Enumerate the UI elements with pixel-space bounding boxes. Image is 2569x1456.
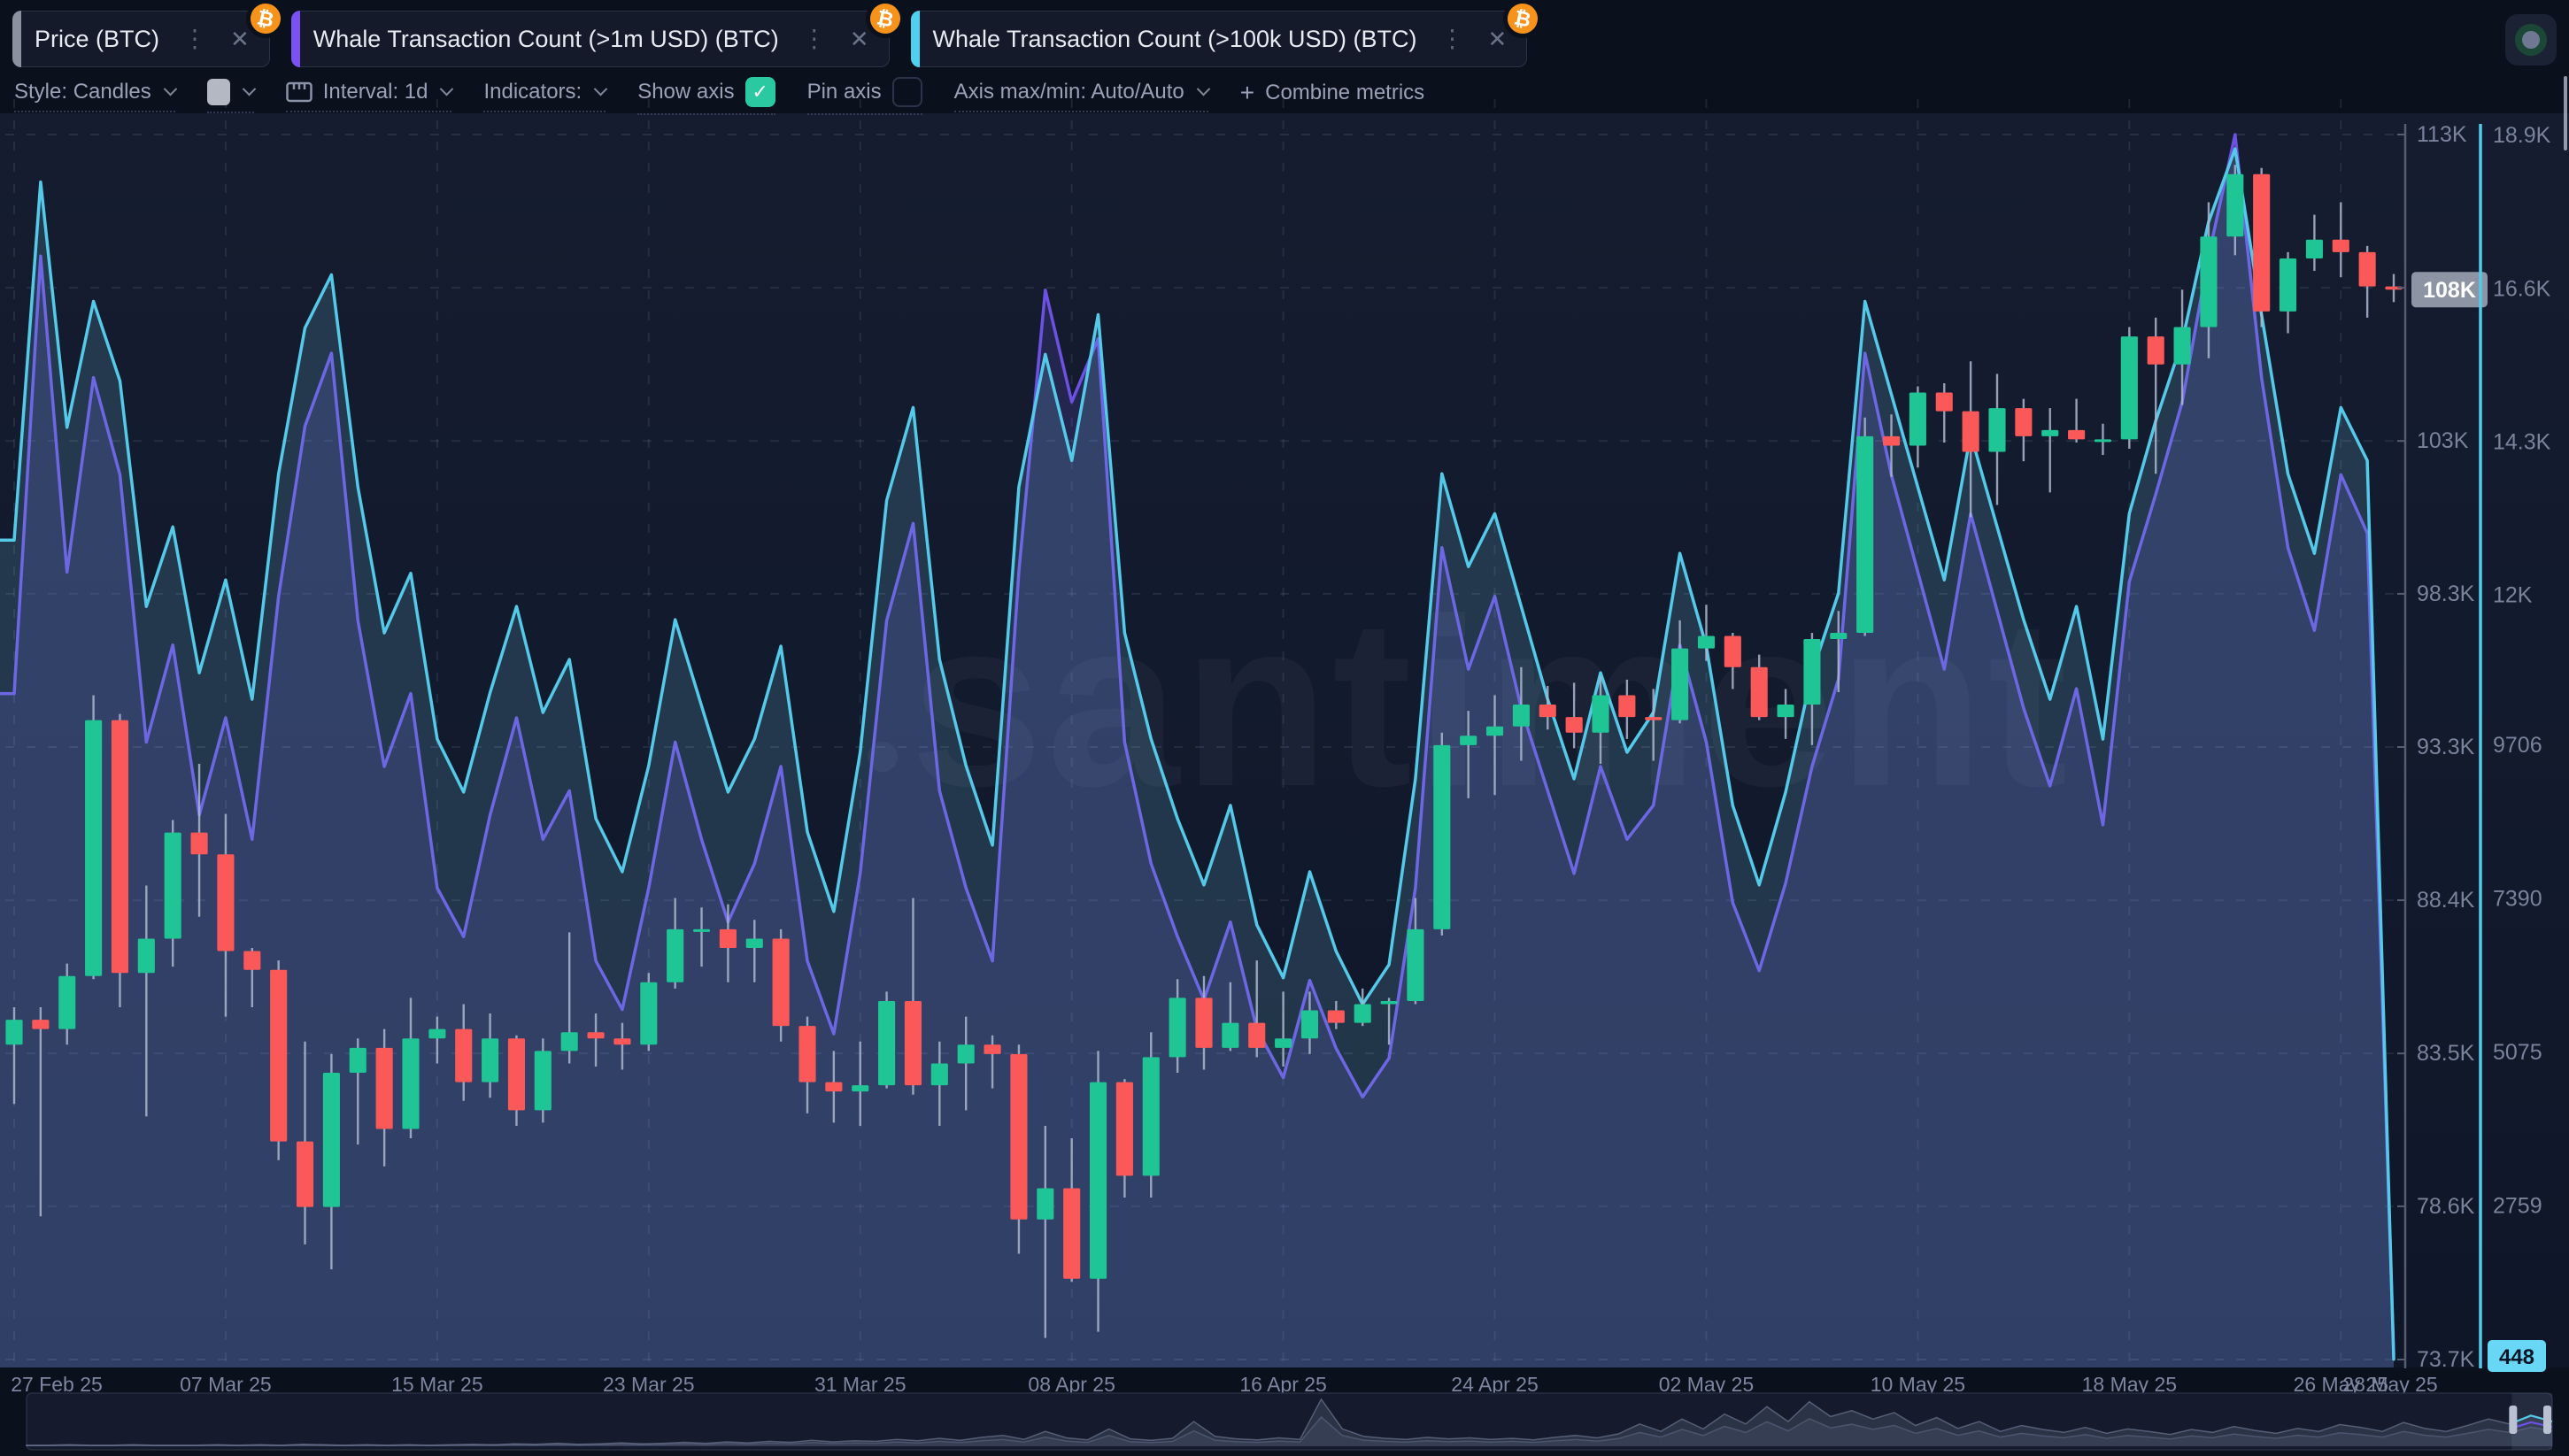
date-axis-label: 07 Mar 25 bbox=[180, 1373, 272, 1396]
tab-label: Whale Transaction Count (>1m USD) (BTC) bbox=[312, 25, 779, 52]
color-swatch[interactable] bbox=[206, 78, 230, 105]
interval-label: Interval: 1d bbox=[322, 79, 428, 104]
whale-axis-label: 16.6K bbox=[2493, 276, 2551, 301]
date-axis-label: 27 Feb 25 bbox=[11, 1373, 103, 1396]
whale-axis-label: 2759 bbox=[2493, 1194, 2542, 1219]
check-icon: ✓ bbox=[752, 80, 768, 103]
chevron-down-icon bbox=[163, 81, 178, 96]
ring-icon bbox=[2515, 24, 2547, 56]
whale-axis-label: 12K bbox=[2493, 582, 2533, 607]
date-axis-label: 28 May 25 bbox=[2342, 1373, 2437, 1396]
chevron-down-icon bbox=[1196, 81, 1211, 96]
whale-axis-label: 9706 bbox=[2493, 733, 2542, 758]
price-axis-label: 83.5K bbox=[2417, 1041, 2475, 1066]
pin-axis-toggle[interactable]: Pin axis bbox=[806, 76, 922, 115]
whale-axis-label: 7390 bbox=[2493, 887, 2542, 912]
current-whale-badge-label: 448 bbox=[2499, 1345, 2534, 1369]
tab-accent-bar bbox=[910, 11, 920, 67]
kebab-menu-icon[interactable]: ⋮ bbox=[801, 25, 827, 52]
date-axis-label: 15 Mar 25 bbox=[391, 1373, 483, 1396]
date-axis-label: 08 Apr 25 bbox=[1028, 1373, 1115, 1396]
indicators-label: Indicators: bbox=[483, 79, 582, 104]
minimap-brush[interactable] bbox=[26, 1392, 2553, 1451]
tab-accent-bar bbox=[12, 11, 21, 67]
current-price-badge bbox=[2411, 272, 2488, 308]
price-axis-label: 103K bbox=[2417, 428, 2469, 453]
axis-maxmin-label: Axis max/min: Auto/Auto bbox=[953, 79, 1184, 104]
tab-label: Price (BTC) bbox=[35, 25, 159, 52]
close-icon[interactable]: ✕ bbox=[230, 26, 250, 52]
price-axis[interactable]: 113K 108K 103K 98.3K 93.3K 88.4K 83.5K 78.6K 73.… bbox=[2397, 122, 2488, 1372]
header-bar: Price (BTC) ⋮ ✕ ₿ Whale Transaction Coun… bbox=[0, 0, 2569, 113]
chart-toolbar: Style: Candles Interval: 1d Indicators: … bbox=[14, 76, 1424, 115]
minimap-handle-left[interactable] bbox=[2509, 1406, 2518, 1434]
tab-price-btc[interactable]: Price (BTC) ⋮ ✕ ₿ bbox=[12, 0, 289, 67]
color-picker[interactable] bbox=[206, 78, 257, 113]
close-icon[interactable]: ✕ bbox=[1487, 26, 1508, 52]
whale-axis-label: 18.9K bbox=[2493, 123, 2551, 148]
metric-tabbar: Price (BTC) ⋮ ✕ ₿ Whale Transaction Coun… bbox=[12, 0, 1547, 67]
price-axis-label: 113K bbox=[2417, 122, 2467, 147]
combine-metrics-label: Combine metrics bbox=[1265, 80, 1425, 104]
kebab-menu-icon[interactable]: ⋮ bbox=[182, 25, 207, 52]
interval-dropdown[interactable]: Interval: 1d bbox=[285, 79, 454, 112]
date-axis-label: 31 Mar 25 bbox=[814, 1373, 906, 1396]
whale-axis-label: 14.3K bbox=[2493, 429, 2551, 454]
price-axis-label: 73.7K bbox=[2417, 1347, 2475, 1372]
indicators-dropdown[interactable]: Indicators: bbox=[483, 79, 608, 112]
close-icon[interactable]: ✕ bbox=[849, 26, 869, 52]
price-axis-label: 93.3K bbox=[2417, 735, 2475, 759]
ruler-icon bbox=[286, 81, 312, 102]
whale-axis[interactable]: 18.9K 16.6K 14.3K 12K 9706 7390 5075 2759 448 bbox=[2479, 123, 2551, 1372]
candlestick-series bbox=[5, 165, 2403, 1338]
show-axis-checkbox[interactable]: ✓ bbox=[744, 76, 775, 107]
current-price-badge-label: 108K bbox=[2423, 278, 2476, 303]
date-axis-label: 26 May 25 bbox=[2294, 1373, 2388, 1396]
pin-axis-label: Pin axis bbox=[806, 79, 882, 104]
chevron-down-icon bbox=[242, 81, 257, 96]
minimap-handle-right[interactable] bbox=[2543, 1406, 2551, 1434]
whale-1m-area-series bbox=[0, 133, 2395, 1367]
style-label: Style: Candles bbox=[14, 79, 151, 104]
combine-metrics-button[interactable]: + Combine metrics bbox=[1240, 79, 1424, 113]
current-whale-badge bbox=[2488, 1340, 2546, 1372]
whale-100k-area-series bbox=[0, 147, 2395, 1368]
kebab-menu-icon[interactable]: ⋮ bbox=[1439, 25, 1465, 52]
price-axis-label: 78.6K bbox=[2417, 1194, 2475, 1219]
date-axis: 27 Feb 25 07 Mar 25 15 Mar 25 23 Mar 25 31 M… bbox=[11, 1373, 2438, 1396]
chart-plot-background bbox=[0, 113, 2569, 1367]
axis-maxmin-dropdown[interactable]: Axis max/min: Auto/Auto bbox=[953, 79, 1211, 112]
tab-label: Whale Transaction Count (>100k USD) (BTC… bbox=[932, 25, 1417, 52]
date-axis-label: 23 Mar 25 bbox=[603, 1373, 695, 1396]
price-axis-label: 88.4K bbox=[2417, 888, 2475, 913]
pin-axis-checkbox[interactable] bbox=[891, 76, 922, 107]
scrollbar-thumb[interactable] bbox=[2564, 76, 2567, 150]
date-axis-label: 02 May 25 bbox=[1659, 1373, 1754, 1396]
show-axis-label: Show axis bbox=[637, 79, 735, 104]
date-axis-label: 10 May 25 bbox=[1871, 1373, 1965, 1396]
chevron-down-icon bbox=[593, 81, 608, 96]
whale-axis-label: 5075 bbox=[2493, 1040, 2542, 1065]
price-axis-label: 98.3K bbox=[2417, 582, 2475, 606]
plus-icon: + bbox=[1239, 78, 1255, 106]
style-dropdown[interactable]: Style: Candles bbox=[14, 79, 178, 112]
tab-whale-1m[interactable]: Whale Transaction Count (>1m USD) (BTC) … bbox=[290, 0, 908, 67]
show-axis-toggle[interactable]: Show axis ✓ bbox=[637, 76, 775, 115]
status-indicator-button[interactable] bbox=[2505, 14, 2557, 65]
chevron-down-icon bbox=[440, 81, 454, 96]
tab-accent-bar bbox=[290, 11, 300, 67]
date-axis-label: 24 Apr 25 bbox=[1451, 1373, 1538, 1396]
date-axis-label: 16 Apr 25 bbox=[1239, 1373, 1326, 1396]
tab-whale-100k[interactable]: Whale Transaction Count (>100k USD) (BTC… bbox=[910, 0, 1547, 67]
date-axis-label: 18 May 25 bbox=[2082, 1373, 2177, 1396]
